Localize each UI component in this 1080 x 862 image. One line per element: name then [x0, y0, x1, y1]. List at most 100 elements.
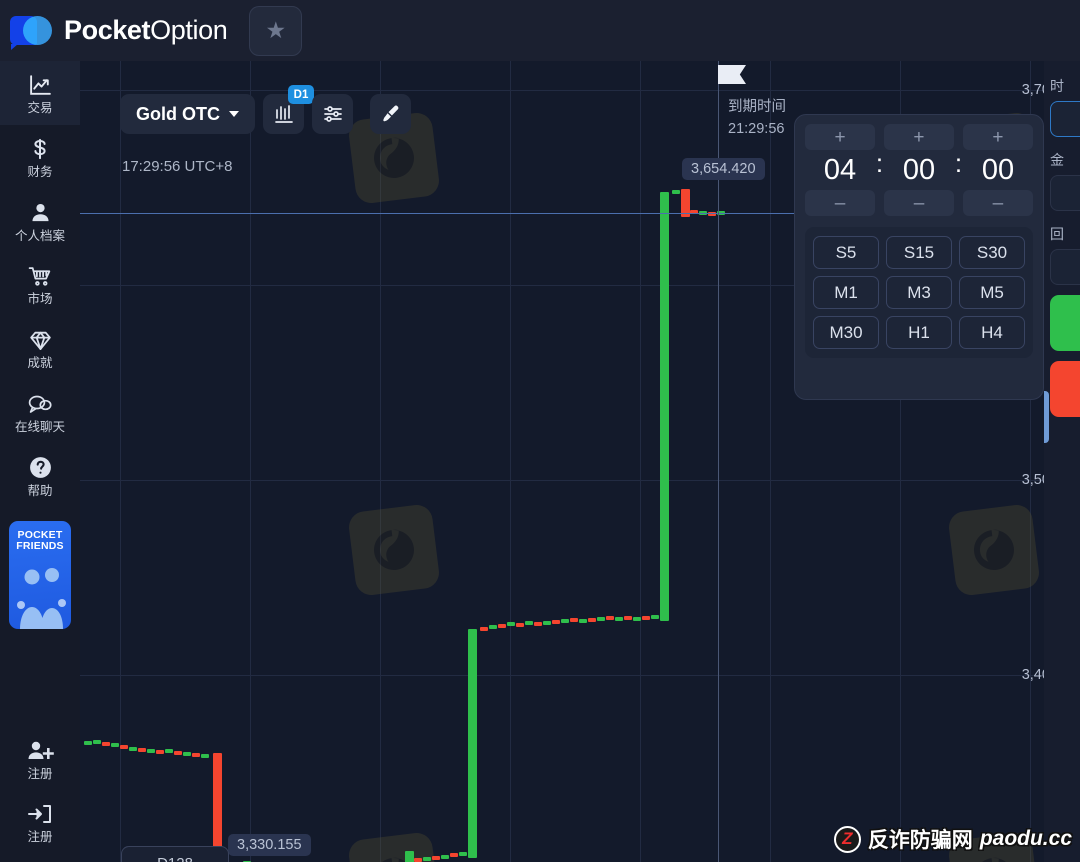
candle-dn: [432, 856, 440, 860]
gridline-h: [80, 675, 1080, 676]
candle-up: [183, 752, 191, 756]
seconds-stepper[interactable]: + 00 –: [962, 124, 1033, 216]
minutes-decrement-button[interactable]: –: [883, 190, 954, 216]
buy-call-button[interactable]: [1050, 295, 1080, 351]
time-separator: :: [954, 148, 963, 178]
chart-line-icon: [27, 72, 54, 98]
expiry-time-line: [718, 61, 719, 862]
seconds-value: 00: [981, 154, 1015, 186]
gridline-v: [380, 61, 381, 862]
timeframe-badge: D1: [288, 85, 314, 104]
promo-line-2: FRIENDS: [16, 540, 64, 553]
gridline-v: [900, 61, 901, 862]
candle-dn: [570, 618, 578, 622]
sell-put-button[interactable]: [1050, 361, 1080, 417]
timeframe-button[interactable]: D128: [121, 846, 229, 862]
sidebar-item-help[interactable]: 帮助: [0, 444, 80, 508]
candle-up: [405, 851, 414, 862]
favorites-button[interactable]: ★: [249, 5, 303, 56]
candle-dn: [690, 210, 698, 214]
preset-s30[interactable]: S30: [959, 236, 1025, 269]
candle-dn: [708, 212, 716, 216]
pocket-friends-promo-banner[interactable]: POCKET FRIENDS: [9, 521, 71, 630]
sidebar-label-finance: 财务: [27, 164, 53, 179]
user-plus-icon: [26, 738, 54, 764]
seconds-decrement-button[interactable]: –: [962, 190, 1033, 216]
expiry-title: 到期时间: [728, 99, 786, 115]
preset-m1[interactable]: M1: [813, 276, 879, 309]
gridline-h: [80, 285, 1080, 286]
minutes-increment-button[interactable]: +: [883, 124, 954, 150]
minutes-stepper[interactable]: + 00 –: [883, 124, 954, 216]
candle-up: [441, 855, 449, 859]
candle-up: [489, 625, 497, 629]
sidebar-label-register: 注册: [27, 766, 53, 781]
candle-up: [672, 190, 680, 194]
candle-up: [165, 749, 173, 753]
chart-watermark: [347, 111, 441, 205]
symbol-label: Gold OTC: [136, 103, 220, 124]
preset-durations: S5 S15 S30 M1 M3 M5 M30 H1 H4: [805, 227, 1033, 358]
indicators-button[interactable]: [312, 94, 353, 134]
preset-h1[interactable]: H1: [886, 316, 952, 349]
candle-dn: [120, 745, 128, 749]
cart-icon: [27, 263, 53, 289]
watermark-text-cn: 反诈防骗网: [867, 829, 973, 852]
sidebar-item-market[interactable]: 市场: [0, 252, 80, 316]
sidebar-item-profile[interactable]: 个人档案: [0, 189, 80, 253]
candle-up: [615, 617, 623, 621]
candle-up: [633, 617, 641, 621]
candle-dn: [213, 753, 222, 862]
question-circle-icon: [28, 455, 53, 481]
gridline-v: [1030, 61, 1031, 862]
candle-dn: [606, 616, 614, 620]
expiration-time-picker[interactable]: + 04 – : + 00 – : + 00 – S5 S15 S30 M1 M3 M5 M…: [794, 114, 1044, 400]
payout-label: 回: [1050, 226, 1064, 242]
candle-up: [525, 621, 533, 625]
candle-dn: [138, 748, 146, 752]
payout-value: [1050, 249, 1080, 285]
preset-m30[interactable]: M30: [813, 316, 879, 349]
time-spinners: + 04 – : + 00 – : + 00 –: [805, 124, 1033, 216]
sidebar-item-achievements[interactable]: 成就: [0, 316, 80, 380]
sidebar-item-finance[interactable]: 财务: [0, 125, 80, 189]
seconds-increment-button[interactable]: +: [962, 124, 1033, 150]
draw-tools-button[interactable]: [370, 94, 411, 134]
candle-up: [459, 852, 467, 856]
user-icon: [29, 200, 52, 226]
gridline-v: [510, 61, 511, 862]
chart-clock: 17:29:56 UTC+8: [122, 158, 233, 175]
preset-m5[interactable]: M5: [959, 276, 1025, 309]
sidebar-item-trade[interactable]: 交易: [0, 61, 80, 125]
trade-panel[interactable]: 时 金 回: [1044, 61, 1080, 862]
preset-h4[interactable]: H4: [959, 316, 1025, 349]
chart-watermark: [947, 503, 1041, 597]
hours-value: 04: [823, 154, 857, 186]
candle-dn: [156, 750, 164, 754]
hours-stepper[interactable]: + 04 –: [805, 124, 875, 216]
gridline-h: [80, 480, 1080, 481]
sidebar-item-live-chat[interactable]: 在线聊天: [0, 380, 80, 444]
candle-up: [561, 619, 569, 623]
hours-decrement-button[interactable]: –: [805, 190, 875, 216]
candle-series: [80, 61, 1080, 862]
promo-line-1: POCKET: [17, 529, 63, 542]
preset-m3[interactable]: M3: [886, 276, 952, 309]
chart-watermark: [347, 503, 441, 597]
panel-collapse-handle[interactable]: [1044, 391, 1049, 443]
amount-input[interactable]: [1050, 175, 1080, 211]
brand-wordmark: PocketOption: [64, 15, 228, 46]
preset-s15[interactable]: S15: [886, 236, 952, 269]
gridline-v: [120, 61, 121, 862]
sidebar-item-register[interactable]: 注册: [0, 727, 80, 791]
login-arrow-icon: [27, 801, 53, 827]
gridline-h: [80, 90, 1080, 91]
symbol-selector[interactable]: Gold OTC: [120, 94, 255, 134]
chat-bubble-icon: [26, 391, 54, 417]
preset-s5[interactable]: S5: [813, 236, 879, 269]
hours-increment-button[interactable]: +: [805, 124, 875, 150]
chart-type-button[interactable]: D1: [263, 85, 314, 134]
expiration-input[interactable]: [1050, 101, 1080, 137]
diamond-icon: [27, 327, 54, 353]
sidebar-item-login[interactable]: 注册: [0, 790, 80, 854]
